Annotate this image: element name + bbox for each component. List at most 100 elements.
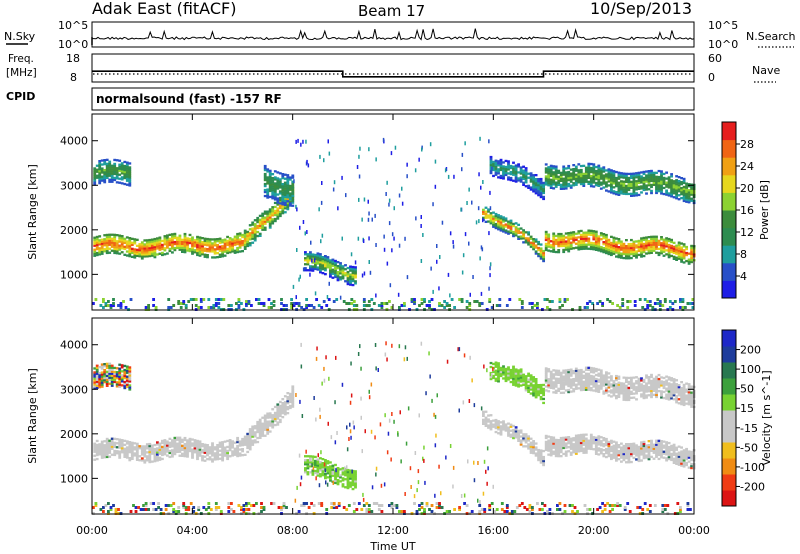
heatmap-cell [276, 193, 280, 196]
heatmap-cell [276, 413, 280, 416]
heatmap-cell [670, 248, 674, 252]
heatmap-cell [246, 244, 250, 248]
heatmap-cell [557, 251, 561, 254]
heatmap-cell [552, 375, 556, 378]
heatmap-cell [327, 298, 331, 301]
heatmap-cell [291, 188, 295, 191]
heatmap-cell [665, 241, 669, 244]
heatmap-cell [587, 241, 591, 244]
heatmap-cell [286, 184, 290, 187]
heatmap-cell [502, 428, 505, 431]
heatmap-cell [286, 194, 290, 197]
heatmap-cell [605, 181, 608, 184]
heatmap-cell [632, 178, 636, 181]
heatmap-cell [675, 246, 679, 249]
heatmap-cell [349, 283, 352, 286]
heatmap-cell [341, 275, 345, 278]
heatmap-cell [418, 304, 421, 307]
heatmap-cell [627, 172, 631, 176]
heatmap-cell [559, 236, 563, 240]
heatmap-cell [610, 389, 613, 392]
heatmap-cell [672, 241, 676, 244]
heatmap-cell [620, 246, 623, 249]
heatmap-cell [148, 254, 152, 258]
heatmap-cell [534, 238, 538, 241]
heatmap-cell [562, 181, 566, 184]
heatmap-cell [514, 230, 518, 233]
heatmap-cell [673, 300, 677, 303]
heatmap-cell [559, 373, 563, 376]
heatmap-cell [564, 175, 568, 178]
heatmap-cell [512, 173, 515, 176]
heatmap-cell [655, 251, 658, 254]
heatmap-cell [584, 439, 588, 442]
heatmap-cell [517, 237, 521, 240]
heatmap-cell [211, 250, 214, 253]
heatmap-cell [266, 192, 270, 195]
heatmap-cell [100, 456, 104, 459]
heatmap-cell [637, 451, 641, 455]
heatmap-cell [584, 180, 588, 183]
heatmap-cell [514, 176, 518, 179]
heatmap-cell [98, 386, 102, 389]
heatmap-cell [685, 463, 689, 467]
heatmap-cell [582, 174, 586, 177]
heatmap-cell [158, 448, 162, 451]
heatmap-cell [119, 302, 123, 305]
heatmap-cell [191, 438, 194, 441]
heatmap-cell [620, 172, 623, 175]
heatmap-cell [278, 172, 282, 175]
heatmap-cell [539, 187, 543, 191]
heatmap-cell [509, 178, 513, 182]
heatmap-cell [105, 376, 109, 379]
heatmap-cell [635, 250, 638, 253]
heatmap-cell [305, 306, 309, 309]
heatmap-cell [193, 239, 197, 242]
heatmap-cell [559, 240, 563, 244]
heatmap-cell [564, 377, 568, 380]
heatmap-cell [248, 438, 252, 441]
heatmap-cell [657, 179, 661, 183]
heatmap-cell [413, 302, 416, 305]
heatmap-cell [497, 214, 500, 217]
heatmap-cell [582, 388, 586, 391]
heatmap-cell [261, 226, 265, 229]
heatmap-cell [171, 239, 174, 242]
heatmap-cell [519, 168, 523, 171]
heatmap-cell [351, 471, 355, 475]
heatmap-cell [178, 234, 182, 237]
heatmap-cell [278, 406, 282, 410]
heatmap-cell [316, 462, 320, 465]
heatmap-cell [115, 240, 119, 243]
heatmap-cell [286, 398, 290, 401]
heatmap-cell [630, 182, 633, 185]
heatmap-cell [670, 444, 674, 448]
heatmap-cell [288, 176, 292, 179]
heatmap-cell [217, 302, 221, 305]
heatmap-cell [544, 183, 548, 186]
heatmap-cell [599, 377, 603, 380]
heatmap-cell [273, 213, 277, 217]
heatmap-cell [110, 237, 114, 240]
heatmap-cell [93, 458, 97, 461]
heatmap-cell [248, 234, 252, 237]
heatmap-cell [579, 372, 583, 376]
heatmap-cell [645, 444, 648, 447]
heatmap-cell [602, 168, 606, 171]
heatmap-cell [261, 228, 265, 231]
heatmap-cell [582, 182, 586, 185]
heatmap-cell [547, 170, 551, 173]
heatmap-cell [218, 239, 222, 242]
heatmap-cell [562, 187, 566, 190]
heatmap-cell [100, 373, 104, 376]
heatmap-cell [544, 367, 548, 370]
heatmap-cell [273, 198, 277, 201]
heatmap-cell [478, 302, 482, 305]
heatmap-cell [582, 235, 586, 238]
heatmap-cell [602, 178, 606, 181]
heatmap-cell [642, 182, 646, 186]
heatmap-cell [267, 298, 271, 301]
heatmap-cell [161, 245, 164, 249]
heatmap-cell [321, 258, 325, 261]
heatmap-cell [690, 197, 694, 200]
